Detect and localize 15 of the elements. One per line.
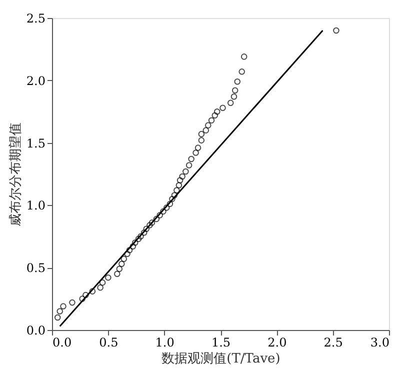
y-tick-label: 1.5: [26, 136, 46, 150]
y-tick-label: 0.0: [26, 324, 46, 338]
y-tick-label: 2.5: [26, 12, 46, 26]
x-tick-label: 3.0: [370, 336, 390, 350]
x-tick-label: 0.5: [99, 336, 118, 350]
x-tick-label: 2.5: [324, 336, 343, 350]
y-tick-label: 2.0: [26, 74, 46, 88]
y-tick-label: 1.0: [26, 198, 46, 213]
x-tick-label: 0.0: [52, 336, 72, 350]
x-tick-label: 1.5: [211, 336, 231, 350]
y-axis-title: 威布尔分布期望值: [8, 122, 24, 226]
x-tick-label: 1.0: [155, 336, 174, 350]
x-axis-title: 数据观测值(T/Tave): [162, 352, 280, 366]
x-tick-label: 2.0: [268, 336, 287, 350]
y-tick-label: 0.5: [26, 261, 46, 276]
